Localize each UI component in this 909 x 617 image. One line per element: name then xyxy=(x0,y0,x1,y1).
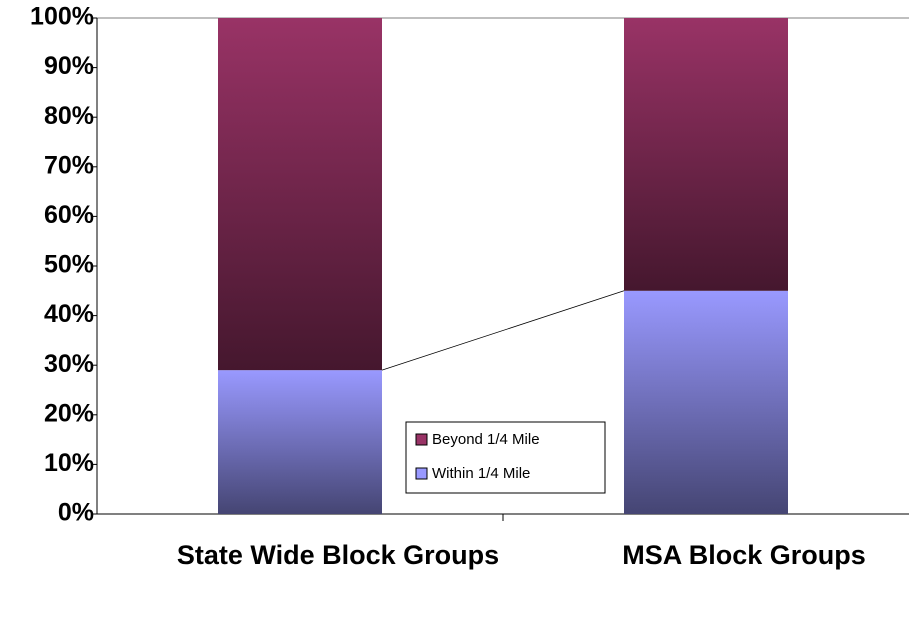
y-tick-label: 80% xyxy=(44,102,94,130)
x-tick-label: MSA Block Groups xyxy=(622,540,866,570)
y-tick-label: 40% xyxy=(44,300,94,328)
legend-swatch xyxy=(415,467,428,480)
y-tick-label: 10% xyxy=(44,449,94,477)
y-tick-label: 20% xyxy=(44,399,94,427)
y-tick-label: 60% xyxy=(44,201,94,229)
y-tick-label: 0% xyxy=(58,499,94,527)
series-line xyxy=(381,290,625,371)
y-tick-label: 100% xyxy=(30,3,94,31)
y-tick-label: 30% xyxy=(44,350,94,378)
y-tick-label: 90% xyxy=(44,52,94,80)
bar-segment xyxy=(624,290,788,514)
legend-swatch xyxy=(415,433,428,446)
bar-segment xyxy=(624,18,788,291)
legend-label: Beyond 1/4 Mile xyxy=(432,431,540,448)
legend-box xyxy=(405,421,606,494)
legend-label: Within 1/4 Mile xyxy=(432,465,530,482)
x-tick-label: State Wide Block Groups xyxy=(176,540,500,570)
y-tick-label: 70% xyxy=(44,151,94,179)
bar-segment xyxy=(218,18,382,371)
bar-segment xyxy=(218,370,382,514)
y-tick-label: 50% xyxy=(44,251,94,279)
